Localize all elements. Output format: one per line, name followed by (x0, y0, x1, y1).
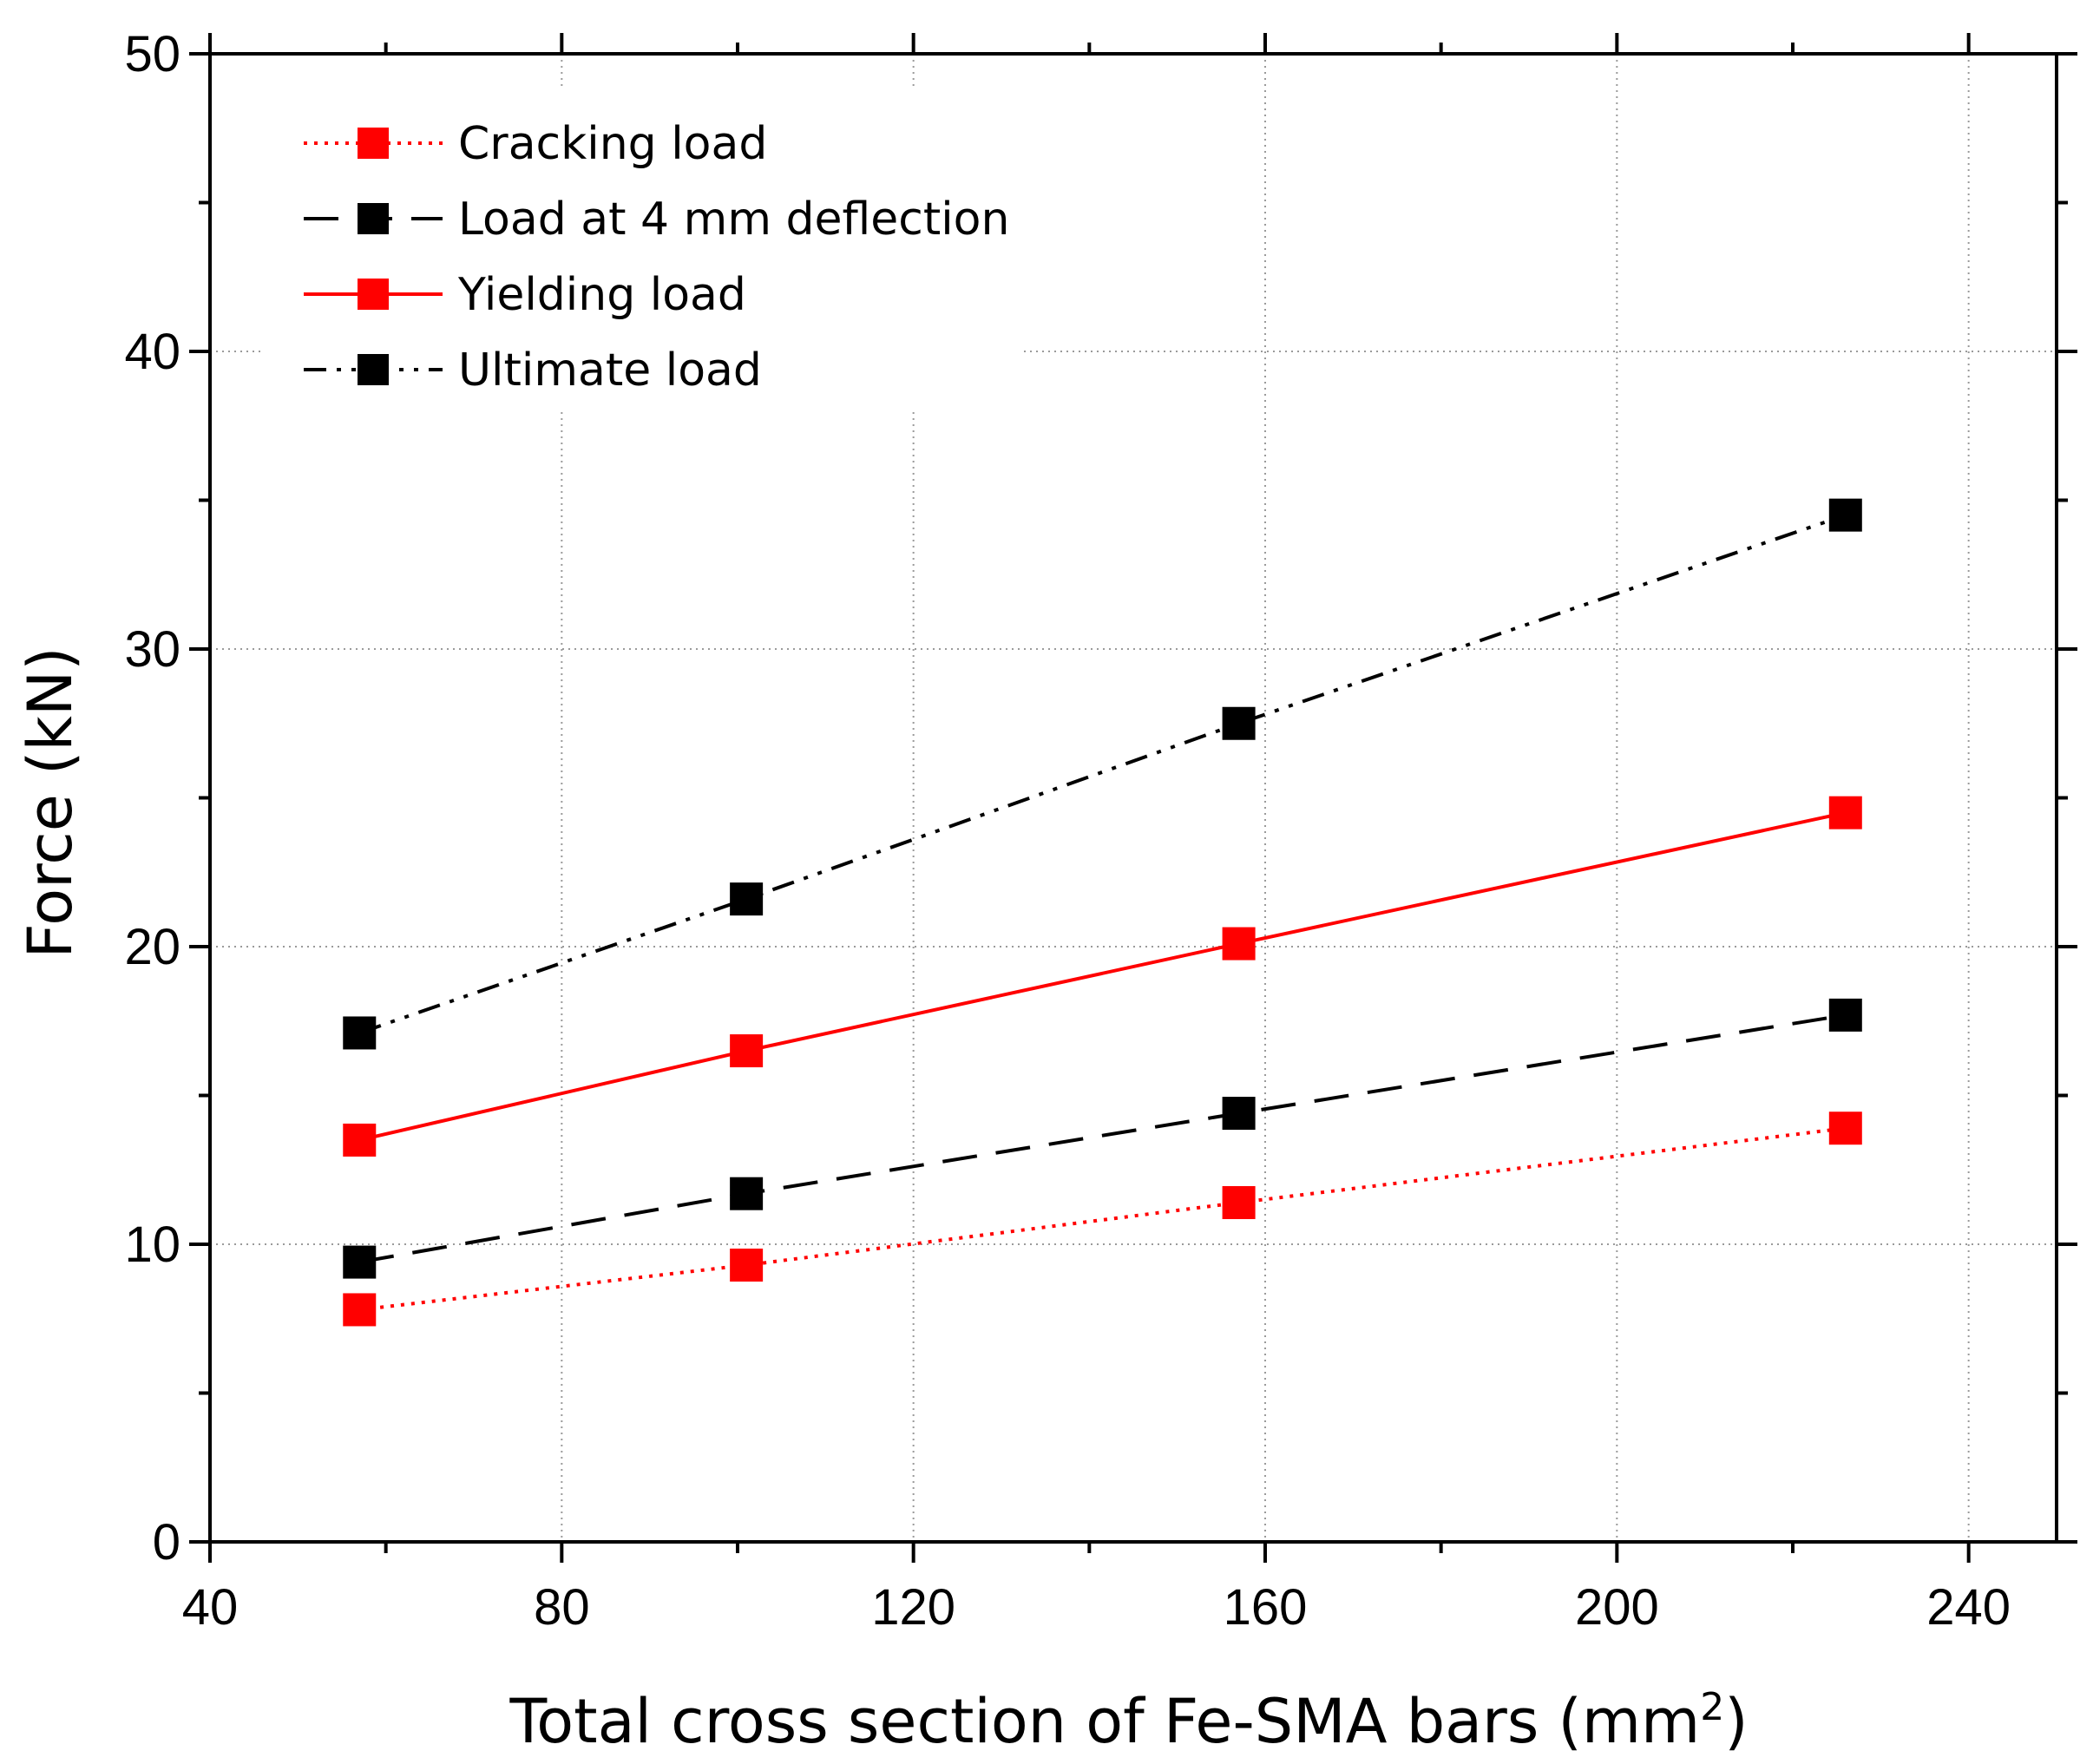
legend-label: Load at 4 mm deflection (458, 193, 1009, 246)
legend-marker (358, 354, 389, 385)
y-tick-label: 20 (124, 919, 180, 975)
data-point (1222, 927, 1256, 961)
axes (189, 33, 2077, 1563)
legend-label: Cracking load (458, 118, 767, 170)
data-point (1828, 498, 1862, 532)
y-axis-title: Force (kN) (15, 646, 86, 958)
data-point (730, 882, 764, 916)
data-point (1222, 1097, 1256, 1131)
tick-labels: 40 80 120 160 200 240 0 10 20 30 40 50 (124, 26, 2011, 1636)
grid (210, 54, 2057, 1542)
series-line-1 (359, 1126, 1847, 1312)
data-point (343, 1123, 377, 1157)
y-tick-label: 0 (153, 1514, 180, 1571)
x-tick-label: 40 (182, 1579, 239, 1636)
x-tick-label: 80 (534, 1579, 590, 1636)
legend-label: Yielding load (457, 269, 746, 321)
data-point (343, 1293, 377, 1327)
x-tick-label: 120 (871, 1579, 955, 1636)
series-line-2 (358, 1013, 1847, 1264)
data-point (730, 1249, 764, 1282)
data-point (1222, 1185, 1256, 1219)
data-point (730, 1177, 764, 1210)
series-line-4 (358, 513, 1847, 1035)
x-tick-label: 240 (1926, 1579, 2011, 1636)
data-point (1828, 796, 1862, 830)
series-group (343, 498, 1862, 1327)
data-point (1828, 1112, 1862, 1145)
x-axis-title: Total cross section of Fe-SMA bars (mm2) (509, 1685, 1748, 1757)
data-point (1222, 706, 1256, 740)
data-point (343, 1245, 377, 1279)
data-point (730, 1034, 764, 1068)
legend-marker (358, 203, 389, 234)
y-tick-label: 30 (124, 621, 180, 678)
y-tick-label: 10 (124, 1216, 180, 1273)
data-point (1828, 998, 1862, 1032)
legend-label: Ultimate load (458, 344, 762, 397)
x-tick-label: 160 (1224, 1579, 1308, 1636)
series-line-3 (358, 810, 1847, 1142)
legend: Cracking load Load at 4 mm deflection Yiel… (304, 118, 1009, 397)
x-tick-label: 200 (1575, 1579, 1659, 1636)
legend-marker (358, 279, 389, 310)
y-tick-label: 50 (124, 26, 180, 82)
y-tick-label: 40 (124, 324, 180, 380)
legend-marker (358, 128, 389, 159)
data-point (343, 1016, 377, 1050)
